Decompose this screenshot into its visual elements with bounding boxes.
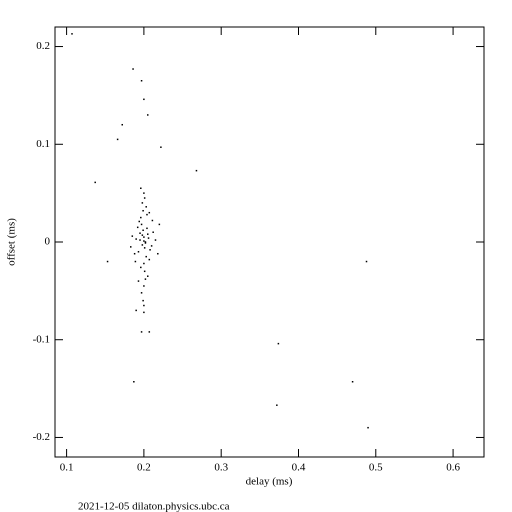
point [154,239,157,241]
point [71,33,73,35]
point [94,181,96,184]
point [140,216,142,219]
point [365,260,368,263]
point [143,285,145,287]
point [143,192,145,194]
x-tick-label: 0.1 [60,462,74,474]
point [148,331,151,333]
point [147,114,149,116]
footer: 2021-12-05 dilaton.physics.ubc.ca [78,501,230,512]
point [157,252,159,255]
point [150,245,153,247]
point [141,234,144,236]
point [151,219,154,222]
point [142,229,144,232]
point [276,404,278,406]
point [139,239,141,241]
point [145,255,147,258]
x-tick-label: 0.5 [369,462,383,474]
point [143,304,145,307]
point [136,226,139,229]
point [367,426,369,429]
point [144,241,147,243]
plot-frame [54,26,485,458]
x-tick-label: 0.6 [446,462,460,474]
point [152,231,154,233]
point [144,278,147,280]
point [142,299,144,302]
point [132,68,134,70]
point [141,244,144,246]
point [106,260,109,263]
point [143,197,146,199]
x-axis-label: delay (ms) [246,476,293,488]
point [141,202,144,204]
point [160,146,162,148]
point [148,258,151,261]
point [146,213,148,216]
point [351,381,354,383]
point [147,237,150,239]
point [143,311,145,314]
point [149,249,151,251]
y-tick-label: 0.1 [36,138,50,150]
point [143,270,146,273]
point [137,280,140,282]
point [195,169,198,172]
point [140,80,143,82]
point [144,242,147,244]
y-tick-label: -0.2 [33,431,50,443]
point [135,309,137,312]
point [135,238,137,240]
point [158,223,161,226]
point [131,235,134,237]
point [143,236,145,238]
y-tick-label: -0.1 [33,333,50,345]
point [140,266,142,269]
point [142,209,144,212]
y-axis-label: offset (ms) [6,218,18,266]
point [121,123,123,126]
point [116,138,119,141]
point [134,260,137,263]
point [143,98,145,101]
point [140,187,142,189]
point [146,227,148,230]
point [147,233,149,235]
point [138,220,141,223]
point [143,262,145,265]
x-tick-label: 0.4 [292,462,306,474]
point [140,223,143,226]
point [139,232,141,234]
point [130,246,132,248]
point [137,251,140,253]
y-tick-label: 0 [45,236,51,248]
point [140,292,143,294]
point [143,240,145,242]
point [145,206,147,208]
point [143,247,146,249]
x-tick-label: 0.3 [214,462,228,474]
point [148,211,151,214]
point [133,252,136,255]
point [277,342,280,345]
point [140,331,143,333]
point [133,381,135,383]
x-tick-label: 0.2 [137,462,151,474]
point [147,275,149,277]
y-tick-label: 0.2 [36,40,50,52]
